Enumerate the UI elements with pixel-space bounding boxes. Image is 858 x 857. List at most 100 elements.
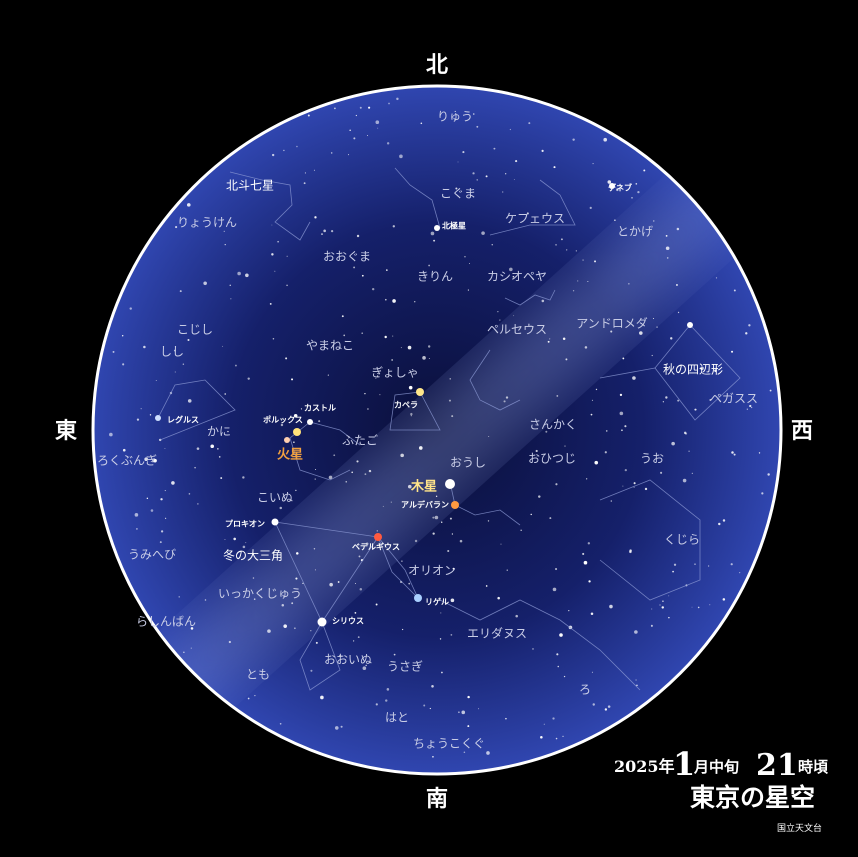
star xyxy=(547,340,550,343)
constellation-label: ろ xyxy=(579,683,591,697)
star xyxy=(555,737,558,740)
star xyxy=(371,287,375,291)
star xyxy=(449,378,451,380)
caption-month: 1 xyxy=(673,745,695,783)
star xyxy=(758,452,761,454)
constellation-label: おおぐま xyxy=(323,250,371,264)
star xyxy=(587,281,589,282)
star xyxy=(217,448,219,450)
star xyxy=(178,596,180,598)
star xyxy=(694,563,696,565)
star xyxy=(592,162,594,165)
caption-period: 月中旬 xyxy=(693,758,739,776)
constellation-label: アンドロメダ xyxy=(576,316,648,331)
star xyxy=(432,755,434,758)
star xyxy=(392,299,396,303)
star xyxy=(160,530,164,533)
star xyxy=(247,697,250,700)
star xyxy=(634,630,638,634)
star xyxy=(691,472,693,474)
star-label: カペラ xyxy=(394,401,418,410)
star xyxy=(588,580,591,583)
star xyxy=(668,595,670,597)
constellation-label: かに xyxy=(207,425,231,439)
star xyxy=(343,334,346,337)
star xyxy=(144,457,148,462)
constellation-label: いっかくじゅう xyxy=(218,587,302,601)
star xyxy=(271,224,273,226)
star xyxy=(628,283,630,285)
star xyxy=(552,587,557,592)
star xyxy=(310,669,313,672)
star xyxy=(203,281,207,286)
star xyxy=(541,299,545,303)
star xyxy=(543,723,545,725)
star xyxy=(248,520,251,522)
star xyxy=(631,196,633,199)
star-label: ベテルギウス xyxy=(352,542,400,552)
star xyxy=(530,325,532,327)
star xyxy=(340,725,343,728)
star xyxy=(242,476,245,479)
star xyxy=(486,751,490,755)
star xyxy=(528,122,531,125)
star xyxy=(272,337,275,340)
star xyxy=(296,145,298,148)
star xyxy=(293,441,295,444)
star xyxy=(624,468,627,472)
star xyxy=(582,552,585,556)
star xyxy=(591,399,594,401)
star xyxy=(694,408,697,411)
star xyxy=(121,335,124,337)
caption: 2025年 1 月中旬 21 時頃 東京の星空 国立天文台 xyxy=(614,745,829,834)
star xyxy=(632,376,636,380)
star xyxy=(464,255,466,258)
star xyxy=(697,606,700,609)
star xyxy=(362,666,367,671)
star xyxy=(505,396,509,399)
star xyxy=(746,408,748,410)
star xyxy=(165,517,167,519)
star xyxy=(388,102,390,105)
star xyxy=(313,169,315,171)
star xyxy=(769,389,772,392)
constellation-label: こぐま xyxy=(440,187,476,201)
star xyxy=(568,609,570,612)
star-label: プロキオン xyxy=(225,519,265,529)
star xyxy=(392,335,394,337)
star xyxy=(164,448,166,449)
star xyxy=(356,234,360,238)
star xyxy=(629,550,632,554)
star xyxy=(572,138,575,141)
star xyxy=(441,521,443,523)
star xyxy=(329,582,333,587)
star xyxy=(651,354,653,357)
star xyxy=(222,345,224,347)
star xyxy=(377,375,379,377)
star xyxy=(228,640,231,644)
star xyxy=(452,567,455,570)
star xyxy=(269,302,272,305)
star xyxy=(731,350,734,353)
star xyxy=(384,335,387,339)
star xyxy=(190,647,192,649)
star xyxy=(722,519,726,522)
star xyxy=(509,267,513,272)
star xyxy=(280,423,284,427)
star-label: ポルックス xyxy=(263,415,303,425)
star xyxy=(410,415,412,417)
star xyxy=(281,603,285,607)
star xyxy=(457,161,459,163)
star xyxy=(643,169,646,172)
star xyxy=(353,137,356,140)
star xyxy=(449,517,452,520)
star xyxy=(767,473,770,476)
star xyxy=(294,627,296,630)
caption-year: 2025年 xyxy=(614,757,675,776)
star xyxy=(295,577,298,580)
star xyxy=(671,441,675,446)
star-label: レグルス xyxy=(167,415,199,425)
star-label: リゲル xyxy=(425,597,449,607)
star xyxy=(682,478,687,483)
star xyxy=(293,413,298,418)
